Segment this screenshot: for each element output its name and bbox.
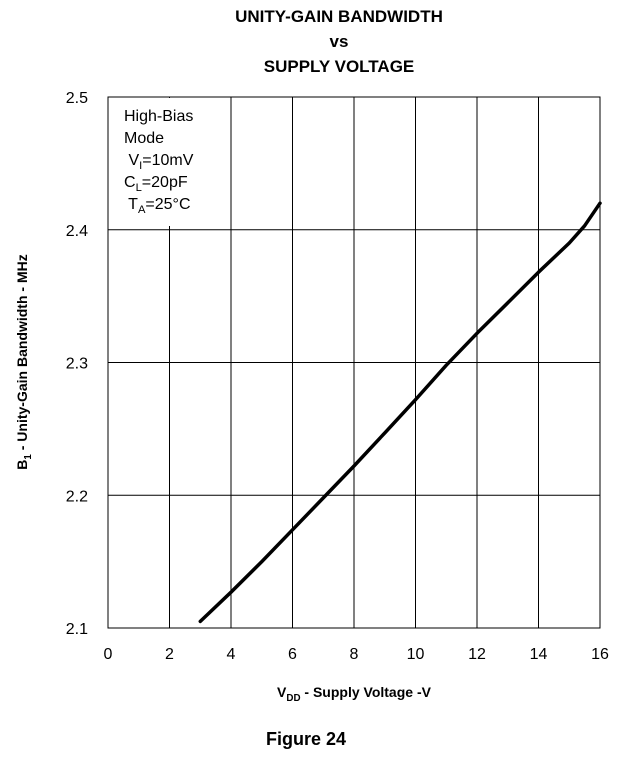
annotation-line: VI=10mV <box>124 152 194 172</box>
y-tick-label: 2.5 <box>66 90 88 107</box>
y-tick-labels: 2.1 2.2 2.3 2.4 2.5 <box>66 90 88 638</box>
series-group <box>198 201 602 624</box>
figure-caption: Figure 24 <box>266 729 346 749</box>
x-tick-label: 2 <box>165 646 174 663</box>
plot-frame <box>107 96 601 629</box>
y-axis-label: B1 - Unity-Gain Bandwidth - MHz <box>14 254 34 469</box>
x-axis-label: VDD - Supply Voltage -V <box>277 684 432 704</box>
x-tick-label: 0 <box>104 646 113 663</box>
x-tick-label: 8 <box>350 646 359 663</box>
annotation-box <box>109 98 229 226</box>
annotation-background <box>109 98 229 226</box>
annotation-line: TA=25°C <box>124 196 191 216</box>
grid <box>108 97 600 628</box>
x-tick-label: 4 <box>227 646 236 663</box>
y-tick-label: 2.4 <box>66 223 88 240</box>
annotation-line: High-Bias <box>124 108 193 125</box>
y-tick-label: 2.2 <box>66 488 88 505</box>
x-tick-labels: 0 2 4 6 8 10 12 14 16 <box>104 646 609 663</box>
chart-title: UNITY-GAIN BANDWIDTH vs SUPPLY VOLTAGE <box>235 7 443 76</box>
x-tick-label: 14 <box>530 646 548 663</box>
x-tick-label: 12 <box>468 646 486 663</box>
chart-title-line: UNITY-GAIN BANDWIDTH <box>235 7 443 26</box>
series-line <box>198 201 602 624</box>
annotation-line: CL=20pF <box>124 174 188 194</box>
x-tick-label: 16 <box>591 646 609 663</box>
x-tick-label: 6 <box>288 646 297 663</box>
chart-title-line: SUPPLY VOLTAGE <box>264 57 415 76</box>
y-tick-label: 2.1 <box>66 621 88 638</box>
annotation-line: Mode <box>124 130 164 147</box>
x-tick-label: 10 <box>407 646 425 663</box>
chart-title-line: vs <box>330 32 349 51</box>
y-tick-label: 2.3 <box>66 356 88 373</box>
